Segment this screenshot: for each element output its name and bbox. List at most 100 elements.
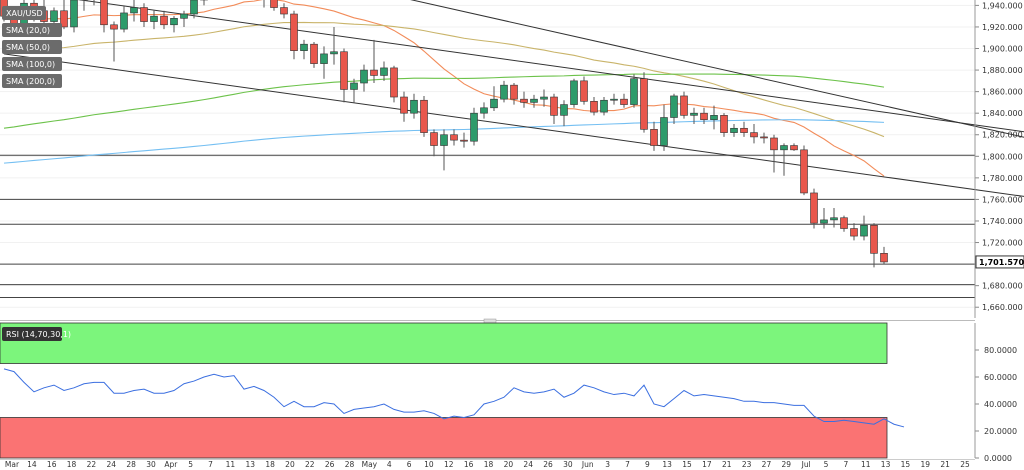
candle-body (410, 99, 418, 114)
price-tick-label: 1,940.000 (982, 1, 1023, 10)
price-tick-label: 1,740.000 (982, 217, 1023, 226)
candle-body (710, 115, 718, 120)
date-tick-label: Apr (164, 460, 178, 469)
date-tick-label: 15 (682, 460, 692, 469)
candle-body (420, 99, 428, 133)
candle-body (340, 51, 348, 90)
candle-body (370, 69, 378, 76)
candle-body (610, 98, 618, 101)
candle-body (840, 217, 848, 229)
candle-body (490, 98, 498, 109)
date-tick-label: 11 (226, 460, 236, 469)
candle-body (580, 80, 588, 102)
candle-body (850, 228, 858, 237)
candle-body (590, 101, 598, 113)
indicator-label: SMA (50,0) (6, 43, 50, 52)
candle-body (680, 95, 688, 116)
date-tick-label: 26 (543, 460, 553, 469)
candle-body (620, 98, 628, 105)
candle-body (800, 149, 808, 194)
candle-body (600, 99, 608, 113)
panel-divider[interactable] (0, 318, 975, 324)
price-tick-label: 1,720.000 (982, 239, 1023, 248)
candle-body (830, 217, 838, 221)
candle-body (760, 136, 768, 139)
date-tick-label: 6 (407, 460, 412, 469)
date-tick-label: 5 (824, 460, 829, 469)
candle-body (70, 0, 78, 28)
candle-body (350, 82, 358, 90)
price-tick-label: 1,660.000 (982, 303, 1023, 312)
date-tick-label: 4 (387, 460, 392, 469)
date-tick-label: 16 (464, 460, 474, 469)
date-tick-label: 16 (47, 460, 57, 469)
date-tick-label: 3 (605, 460, 610, 469)
horizontal-levels (0, 154, 975, 299)
date-tick-label: 26 (325, 460, 335, 469)
candle-body (730, 127, 738, 133)
date-tick-label: 20 (285, 460, 295, 469)
date-tick-label: 23 (742, 460, 752, 469)
date-axis: Mar 14 16 18 22 24 28 30 Apr 5 7 11 13 18 20 22 26 28 May 4… (0, 459, 975, 469)
candle-body (660, 117, 668, 146)
date-tick-label: 18 (484, 460, 494, 469)
candle-body (470, 112, 478, 142)
date-tick-label: 30 (563, 460, 573, 469)
candle-body (320, 53, 328, 64)
candle-body (870, 224, 878, 254)
candles (0, 0, 888, 268)
date-tick-label: 20 (504, 460, 514, 469)
candle-body (120, 12, 128, 30)
candle-body (460, 139, 468, 142)
indicator-legend: XAU/USD SMA (20,0) SMA (50,0) SMA (100,0) SM… (2, 6, 62, 88)
oversold-zone (0, 417, 888, 459)
candle-body (180, 13, 188, 19)
gridlines (0, 4, 975, 308)
price-tick-label: 1,820.000 (982, 131, 1023, 140)
rsi-tick-label: 20.0000 (984, 427, 1017, 436)
candle-body (740, 127, 748, 133)
date-tick-label: 10 (424, 460, 434, 469)
candle-body (700, 112, 708, 120)
candle-body (630, 78, 638, 105)
date-tick-label: 21 (940, 460, 950, 469)
date-tick-label: 28 (126, 460, 136, 469)
date-tick-label: 18 (67, 460, 77, 469)
candle-body (670, 95, 678, 118)
candle-body (130, 7, 138, 14)
candle-body (750, 132, 758, 138)
date-tick-label: Jul (801, 460, 811, 469)
sma-line (3, 0, 885, 177)
price-tick-label: 1,840.000 (982, 109, 1023, 118)
rsi-panel: 0.0000 20.0000 40.0000 60.0000 80.0000 RSI (1… (0, 322, 1017, 463)
candle-body (480, 107, 488, 114)
candle-body (790, 145, 798, 151)
date-tick-label: 28 (345, 460, 355, 469)
date-tick-label: 11 (861, 460, 871, 469)
date-tick-label: 24 (106, 460, 116, 469)
rsi-tick-label: 0.0000 (984, 454, 1012, 463)
candle-body (270, 0, 278, 8)
indicator-label: SMA (20,0) (6, 26, 50, 35)
date-tick-label: 17 (702, 460, 712, 469)
date-tick-label: 24 (523, 460, 533, 469)
candle-body (450, 134, 458, 141)
date-tick-label: 25 (960, 460, 970, 469)
date-tick-label: 22 (87, 460, 97, 469)
indicator-badge (2, 57, 62, 71)
rsi-tick-label: 40.0000 (984, 400, 1017, 409)
indicator-badge (2, 74, 62, 88)
date-tick-label: 13 (245, 460, 255, 469)
candle-body (170, 18, 178, 26)
date-tick-label: 19 (921, 460, 931, 469)
candle-body (720, 115, 728, 133)
price-tick-label: 1,920.000 (982, 23, 1023, 32)
candle-body (810, 192, 818, 224)
candle-body (190, 0, 198, 15)
candle-body (780, 145, 788, 151)
overbought-zone (0, 322, 888, 364)
candle-body (310, 43, 318, 64)
date-tick-label: 9 (645, 460, 650, 469)
candle-body (100, 0, 108, 26)
